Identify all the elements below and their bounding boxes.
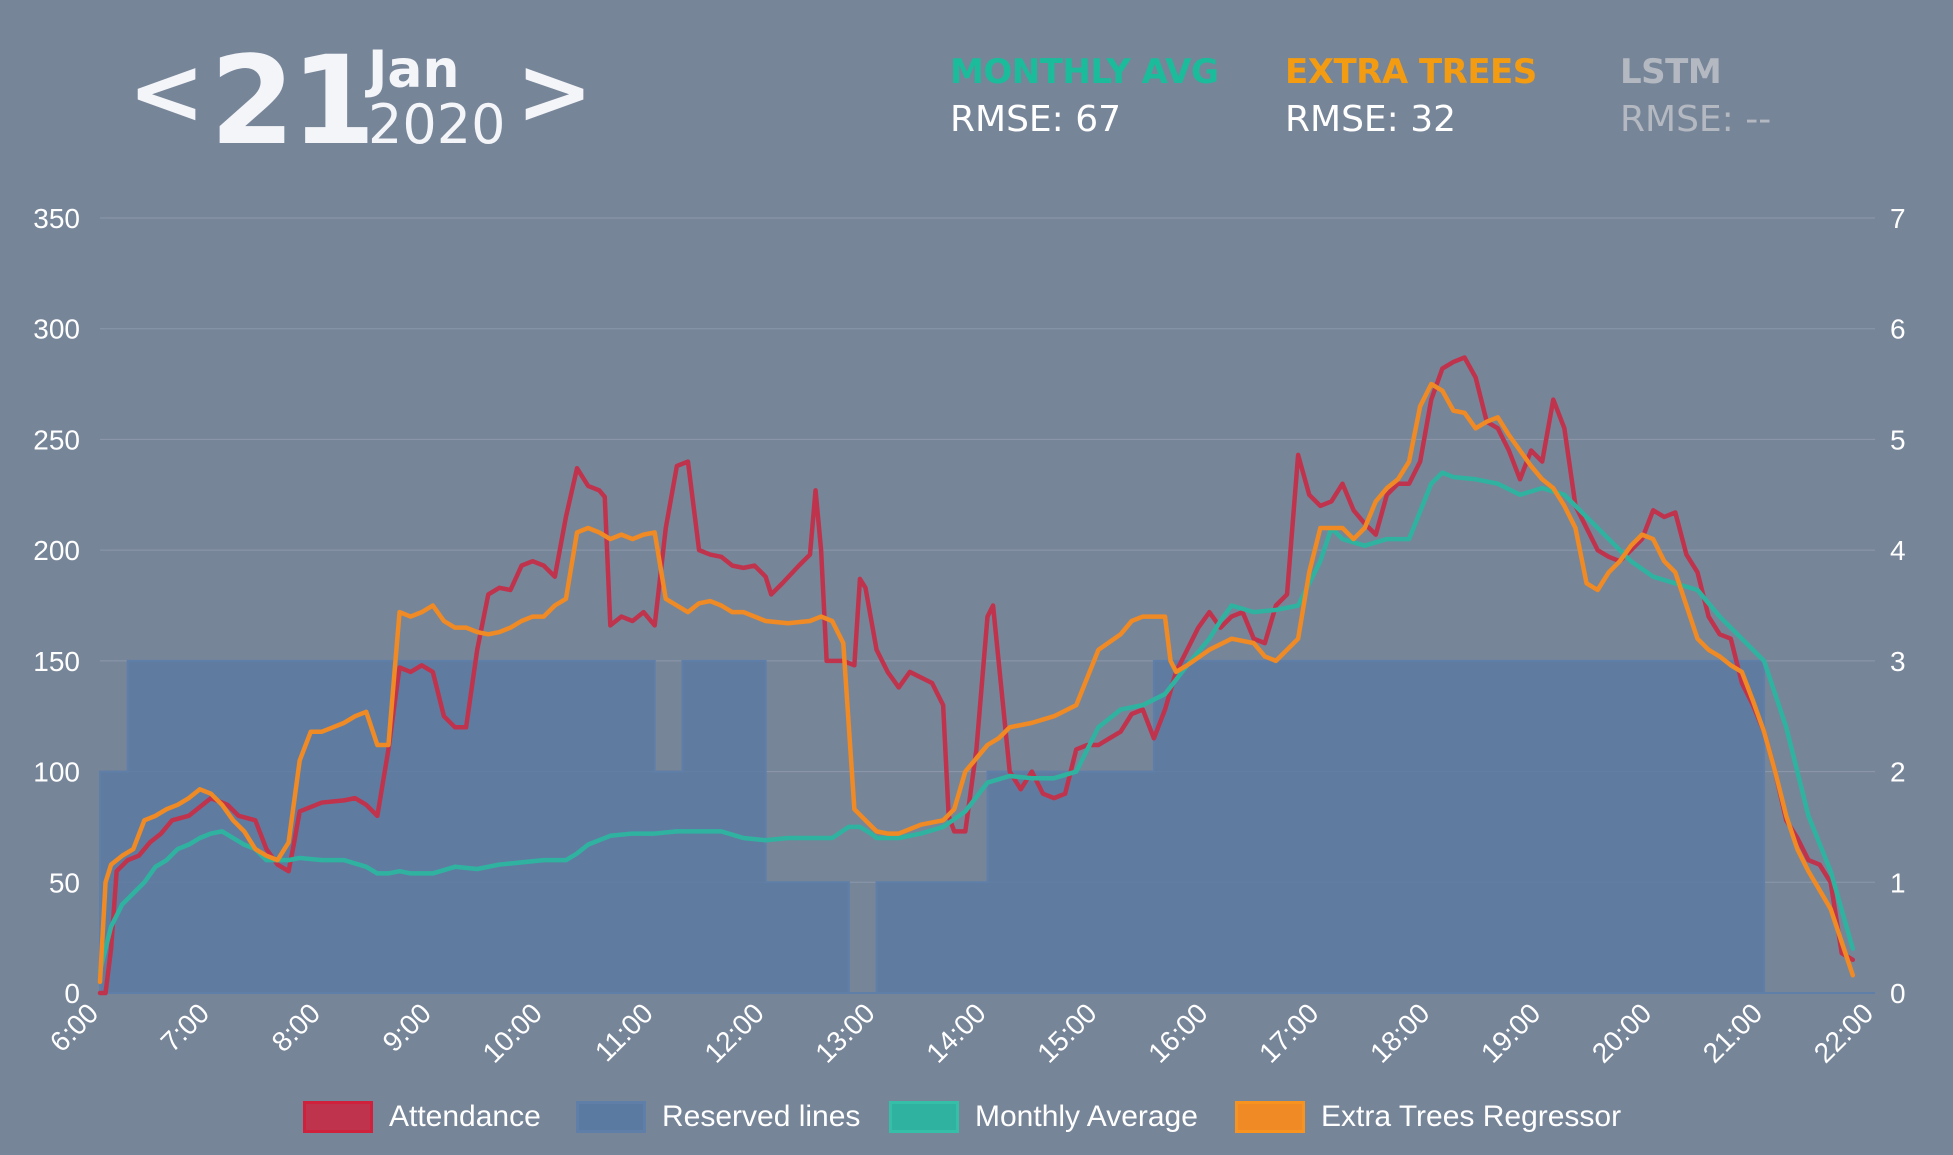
legend-item-extra-trees-regressor[interactable]: Extra Trees Regressor [1235, 1100, 1621, 1134]
y-left-tick-label: 200 [33, 535, 80, 566]
y-left-tick-label: 100 [33, 757, 80, 788]
x-tick-label: 14:00 [920, 997, 991, 1068]
y-right-tick-label: 1 [1890, 867, 1906, 898]
year-label: 2020 [368, 93, 506, 156]
x-tick-label: 19:00 [1475, 997, 1546, 1068]
metric-lstm: LSTM RMSE: -- [1620, 52, 1771, 144]
x-tick-label: 10:00 [477, 997, 548, 1068]
y-left-tick-label: 350 [33, 203, 80, 234]
next-day-button[interactable]: > [516, 38, 594, 145]
series-attendance-line [97, 355, 1856, 996]
x-tick-label: 18:00 [1364, 997, 1435, 1068]
legend-label: Reserved lines [662, 1100, 861, 1133]
x-tick-label: 12:00 [698, 997, 769, 1068]
x-tick-label: 16:00 [1142, 997, 1213, 1068]
y-left-tick-label: 50 [49, 867, 80, 898]
metric-title: LSTM [1620, 52, 1722, 92]
legend-swatch [303, 1101, 373, 1133]
previous-day-button[interactable]: < [128, 38, 206, 145]
series-extra-trees-regressor-line [97, 381, 1856, 985]
metric-monthly-avg: MONTHLY AVG RMSE: 67 [950, 52, 1219, 144]
chart-legend: Attendance Reserved lines Monthly Averag… [0, 1100, 1953, 1150]
metric-value: RMSE: 32 [1285, 98, 1457, 140]
y-left-tick-label: 150 [33, 646, 80, 677]
month-label: Jan [368, 40, 460, 100]
metric-value: RMSE: 67 [950, 98, 1122, 140]
attendance-chart: 0 50 100 150 200 250 300 350 0 1 2 3 4 5 6 7 6:00 7:00 8:0… [33, 203, 1906, 1069]
x-tick-label: 8:00 [266, 997, 326, 1057]
series-reserved-lines-area [99, 659, 1875, 994]
x-tick-label: 6:00 [44, 997, 104, 1057]
legend-item-reserved-lines[interactable]: Reserved lines [576, 1100, 860, 1134]
legend-swatch [889, 1101, 959, 1133]
x-tick-label: 21:00 [1697, 997, 1768, 1068]
y-right-tick-label: 5 [1890, 424, 1906, 455]
legend-label: Monthly Average [975, 1100, 1198, 1133]
metric-extra-trees: EXTRA TREES RMSE: 32 [1285, 52, 1537, 144]
metric-value: RMSE: -- [1620, 98, 1772, 140]
y-right-tick-label: 0 [1890, 978, 1906, 1009]
x-tick-label: 15:00 [1031, 997, 1102, 1068]
metric-title: MONTHLY AVG [950, 52, 1219, 92]
legend-item-monthly-average[interactable]: Monthly Average [889, 1100, 1198, 1134]
y-right-tick-label: 4 [1890, 535, 1906, 566]
legend-swatch [576, 1101, 646, 1133]
x-tick-label: 11:00 [589, 997, 659, 1067]
day-number: 21 [210, 30, 376, 172]
date-navigator: < 21 Jan 2020 > [128, 30, 593, 172]
legend-label: Extra Trees Regressor [1321, 1100, 1622, 1133]
x-tick-label: 13:00 [809, 997, 880, 1068]
y-right-tick-label: 2 [1890, 757, 1906, 788]
legend-item-attendance[interactable]: Attendance [303, 1100, 541, 1134]
x-tick-label: 20:00 [1586, 997, 1657, 1068]
x-tick-label: 7:00 [155, 997, 215, 1057]
y-left-tick-label: 300 [33, 314, 80, 345]
y-right-tick-label: 7 [1890, 203, 1906, 234]
y-left-tick-label: 250 [33, 424, 80, 455]
legend-swatch [1235, 1101, 1305, 1133]
x-tick-label: 22:00 [1808, 997, 1879, 1068]
y-right-tick-label: 6 [1890, 314, 1906, 345]
x-tick-label: 9:00 [377, 997, 437, 1057]
legend-label: Attendance [389, 1100, 541, 1133]
y-left-tick-label: 0 [64, 978, 80, 1009]
x-tick-label: 17:00 [1253, 997, 1324, 1068]
y-right-tick-label: 3 [1890, 646, 1906, 677]
metric-title: EXTRA TREES [1285, 52, 1537, 92]
